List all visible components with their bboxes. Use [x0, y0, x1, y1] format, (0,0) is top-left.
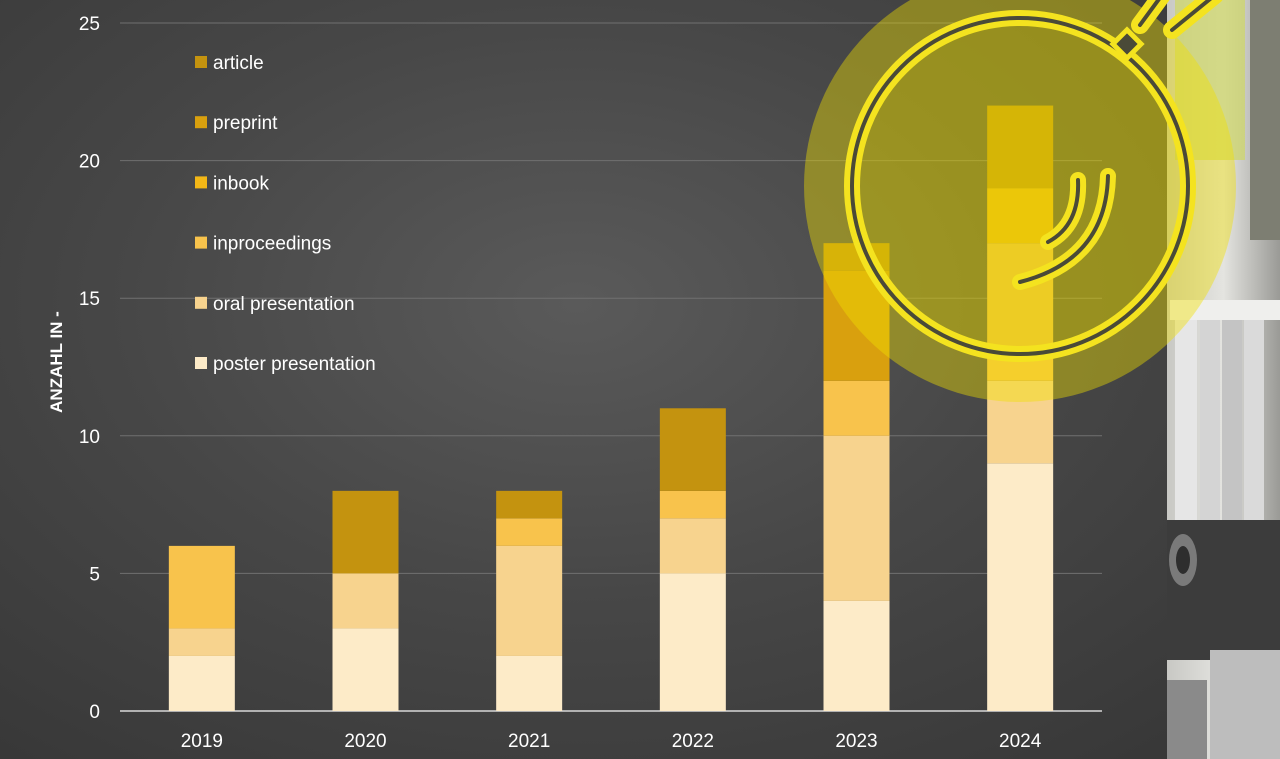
bar-2023-oral-presentation: [823, 435, 890, 601]
bars: [168, 105, 1054, 711]
bar-2022-article: [659, 408, 726, 491]
magnifier-icon: [804, 0, 1236, 402]
bar-2019-inproceedings: [168, 545, 235, 629]
grid-lines: [120, 22, 1102, 712]
bar-2021-poster-presentation: [496, 655, 563, 711]
bar-2021-article: [496, 490, 563, 519]
y-axis-ticks: 0 5 10 15 20 25: [79, 14, 100, 723]
legend-label-inproceedings: inproceedings: [213, 234, 331, 255]
legend-swatch-inbook: [195, 176, 207, 189]
bar-2020-oral-presentation: [332, 573, 399, 629]
legend-swatch-preprint: [195, 116, 207, 129]
bar-2020-poster-presentation: [332, 628, 399, 711]
bar-2023-poster-presentation: [823, 600, 890, 711]
y-tick-label-0: 0: [89, 702, 100, 723]
bar-2021-oral-presentation: [496, 545, 563, 656]
bar-2024-poster-presentation: [987, 463, 1054, 711]
legend-swatch-inproceedings: [195, 236, 207, 249]
x-tick-label-2024: 2024: [999, 731, 1042, 752]
y-tick-label-20: 20: [79, 152, 100, 173]
legend-label-inbook: inbook: [213, 173, 269, 194]
bar-2019-poster-presentation: [168, 655, 235, 711]
x-tick-label-2019: 2019: [181, 731, 223, 752]
bar-2022-inproceedings: [659, 490, 726, 519]
legend-label-poster-presentation: poster presentation: [213, 354, 376, 375]
x-tick-label-2020: 2020: [344, 731, 386, 752]
x-tick-label-2023: 2023: [835, 731, 877, 752]
background-shelf-photo: [1167, 0, 1280, 759]
bar-2021-inproceedings: [496, 518, 563, 546]
legend-label-article: article: [213, 53, 264, 74]
bar-2024-inbook: [987, 188, 1054, 244]
bar-2019-oral-presentation: [168, 628, 235, 656]
y-tick-label-5: 5: [89, 564, 100, 585]
bar-2024-article: [987, 105, 1054, 189]
y-axis-title: ANZAHL IN -: [47, 311, 66, 413]
legend-swatch-article: [195, 56, 207, 68]
bar-2024-oral-presentation: [987, 380, 1054, 464]
x-tick-label-2022: 2022: [672, 731, 714, 752]
y-tick-label-15: 15: [79, 289, 100, 310]
bar-2022-oral-presentation: [659, 518, 726, 574]
legend-swatch-oral-presentation: [195, 296, 207, 309]
bar-2022-poster-presentation: [659, 573, 726, 711]
x-tick-label-2021: 2021: [508, 731, 550, 752]
legend-swatch-poster-presentation: [195, 357, 207, 369]
y-tick-label-25: 25: [79, 14, 100, 35]
bar-2020-article: [332, 490, 399, 574]
y-tick-label-10: 10: [79, 427, 100, 448]
legend-label-oral-presentation: oral presentation: [213, 294, 355, 315]
bar-2023-inproceedings: [823, 380, 890, 436]
legend-label-preprint: preprint: [213, 113, 278, 134]
legend: article preprint inbook inproceedings oral p…: [195, 53, 376, 375]
x-axis-ticks: 2019 2020 2021 2022 2023 2024: [181, 731, 1042, 752]
